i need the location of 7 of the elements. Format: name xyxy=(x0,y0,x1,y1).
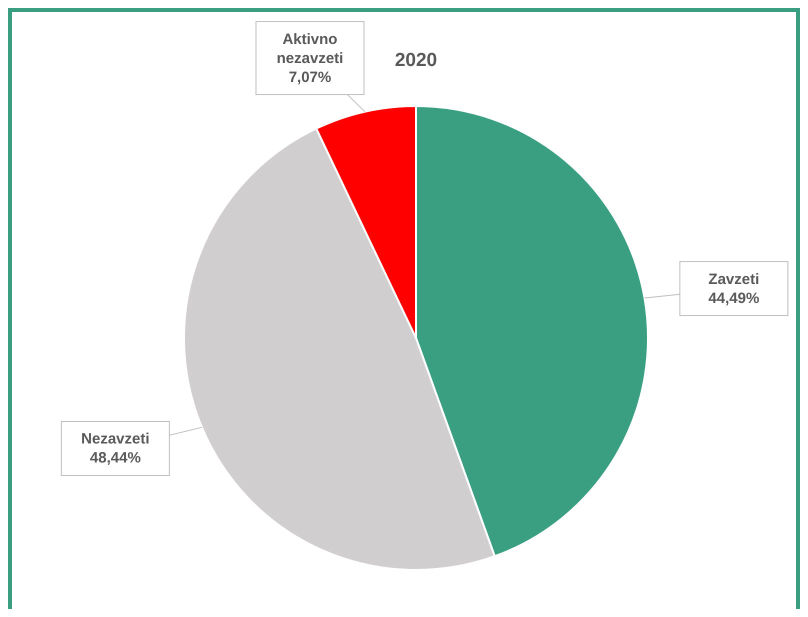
slice-label: Nezavzeti xyxy=(81,430,150,448)
data-label: 44,49% xyxy=(708,290,760,307)
text: 2020 xyxy=(394,50,438,71)
slice-label: Zavzeti xyxy=(708,270,760,288)
data-label: 48,44% xyxy=(90,450,141,467)
slice-label: Aktivno nezavzeti xyxy=(276,30,344,67)
data-label: 7,07% xyxy=(288,68,332,86)
